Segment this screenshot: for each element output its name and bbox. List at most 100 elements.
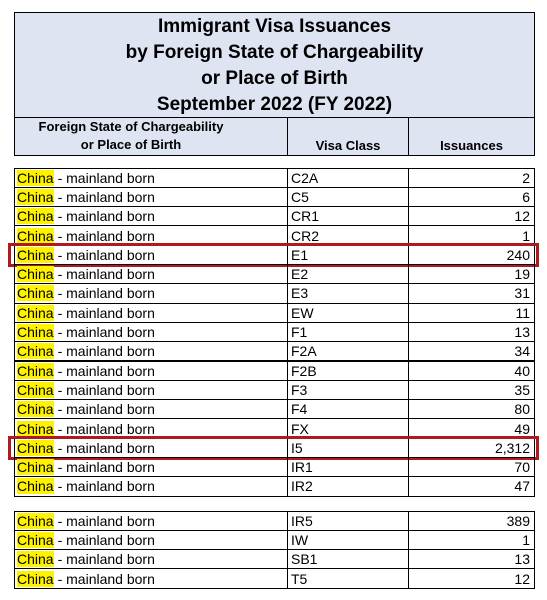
class-cell: E2 [287,264,409,285]
country: China [17,512,54,529]
header-text: or Place of Birth [80,137,182,152]
row-outline [8,242,539,267]
issuances-cell: 12 [408,206,535,227]
country: China [17,401,54,418]
country: China [17,420,54,437]
class-cell: F4 [287,399,409,420]
country: China [17,551,54,568]
country: China [17,208,54,225]
country: China [17,478,54,495]
state-cell: China - mainland born [14,360,288,381]
state-cell: China - mainland born [14,186,288,208]
class-cell: E3 [287,283,409,304]
place: - mainland born [57,324,155,341]
class-cell: CR1 [287,206,409,227]
country: China [17,304,54,321]
country: China [17,531,54,548]
country: China [17,169,54,186]
place: - mainland born [57,304,155,321]
state-cell: China - mainland born [14,510,288,531]
issuances-cell: 2 [408,167,535,188]
title-box: Immigrant Visa Issuances by Foreign State… [14,12,535,118]
country: China [17,459,54,476]
issuances-cell: 13 [408,549,535,570]
place: - mainland born [57,512,155,529]
state-cell: China - mainland born [14,321,288,343]
class-cell: F1 [287,321,409,343]
country: China [17,570,54,587]
header-text: Foreign State of Chargeability [38,119,224,134]
state-cell: China - mainland born [14,206,288,227]
place: - mainland born [57,420,155,437]
country: China [17,246,54,263]
country: China [17,324,54,341]
place: - mainland born [57,208,155,225]
class-cell: C2A [287,167,409,188]
place: - mainland born [57,343,155,360]
class-cell: IW [287,529,409,551]
header-cell: Foreign State of Chargeability or Place o… [14,118,288,156]
state-cell: China - mainland born [14,457,288,478]
issuances-cell: 13 [408,321,535,343]
header-cell: Issuances [408,118,535,156]
country: China [17,188,54,205]
country: China [17,381,54,398]
place: - mainland born [57,266,155,283]
state-cell: China - mainland born [14,167,288,188]
state-cell: China - mainland born [14,399,288,420]
state-cell: China - mainland born [14,341,288,362]
issuances-cell: 35 [408,379,535,401]
class-cell: F3 [287,379,409,401]
class-cell: F2B [287,360,409,381]
place: - mainland born [57,227,155,244]
place: - mainland born [57,381,155,398]
country: China [17,227,54,244]
header-cell: Visa Class [287,118,409,156]
country: China [17,343,54,360]
class-cell: SB1 [287,549,409,570]
country: China [17,266,54,283]
place: - mainland born [57,285,155,302]
issuances-cell: 47 [408,476,535,497]
class-cell: EW [287,302,409,323]
class-cell: IR1 [287,457,409,478]
title-line: or Place of Birth [201,68,348,89]
state-cell: China - mainland born [14,568,288,589]
title-line: Immigrant Visa Issuances [157,16,392,37]
place: - mainland born [57,362,155,379]
place: - mainland born [57,169,155,186]
country: China [17,285,54,302]
state-cell: China - mainland born [14,549,288,570]
issuances-cell: 1 [408,529,535,551]
state-cell: China - mainland born [14,379,288,401]
issuances-cell: 31 [408,283,535,304]
place: - mainland born [57,246,155,263]
place: - mainland born [57,459,155,476]
issuances-cell: 70 [408,457,535,478]
place: - mainland born [57,439,155,456]
issuances-cell: 40 [408,360,535,381]
class-cell: T5 [287,568,409,589]
place: - mainland born [57,531,155,548]
state-cell: China - mainland born [14,264,288,285]
state-cell: China - mainland born [14,283,288,304]
country: China [17,439,54,456]
state-cell: China - mainland born [14,302,288,323]
issuances-cell: 11 [408,302,535,323]
issuances-cell: 80 [408,399,535,420]
class-cell: IR5 [287,510,409,531]
state-cell: China - mainland born [14,529,288,551]
place: - mainland born [57,188,155,205]
title-line: September 2022 (FY 2022) [156,94,393,115]
state-cell: China - mainland born [14,476,288,497]
issuances-cell: 12 [408,568,535,589]
place: - mainland born [57,401,155,418]
issuances-cell: 34 [408,341,535,362]
place: - mainland born [57,551,155,568]
place: - mainland born [57,478,155,495]
class-cell: IR2 [287,476,409,497]
row-outline [8,435,539,460]
country: China [17,362,54,379]
place: - mainland born [57,570,155,587]
